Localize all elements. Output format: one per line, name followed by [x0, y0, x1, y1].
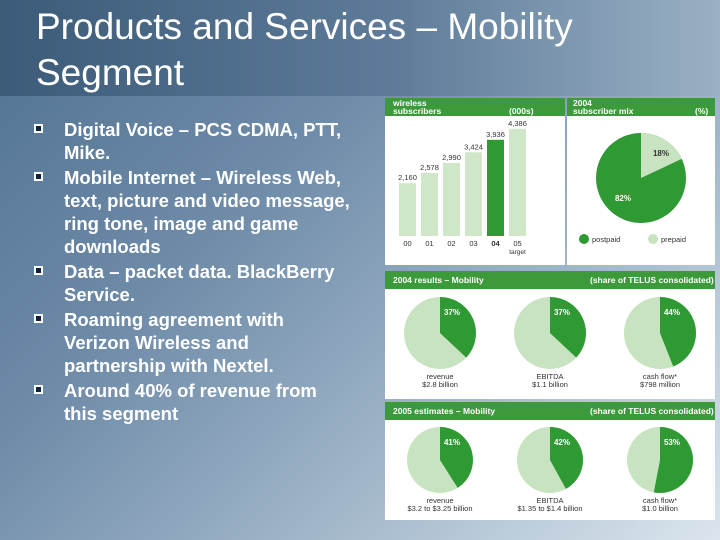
pie-name-label: cash flow* [643, 372, 677, 381]
pie-amount-label: $1.35 to $1.4 billion [517, 504, 582, 513]
pie-1-label: 42% [554, 438, 570, 447]
bullet-item: Digital Voice – PCS CDMA, PTT, Mike. [34, 118, 354, 164]
estimates-2005-panel: 2005 estimates – Mobility (share of TELU… [385, 402, 715, 520]
pie-name-label: EBITDA [536, 372, 563, 381]
bar-value-label: 3,424 [464, 142, 483, 151]
bullet-item: Data – packet data. BlackBerry Service. [34, 260, 354, 306]
pie-1-share [550, 297, 586, 358]
bullet-marker-icon [34, 266, 43, 275]
bullet-marker-icon [34, 385, 43, 394]
pie-0-share [440, 297, 476, 358]
pie-amount-label: $798 million [640, 380, 680, 389]
bar-category-label: 05 [513, 239, 521, 248]
subscribers-panel: wireless subscribers (000s) 2,160 00 2,578… [385, 98, 565, 265]
prepaid-legend-icon [648, 234, 658, 244]
pie-name-label: cash flow* [643, 496, 677, 505]
bar-target-note: target [509, 249, 526, 256]
bar-category-label: 00 [403, 239, 411, 248]
pie-amount-label: $1.1 billion [532, 380, 568, 389]
title-band [0, 0, 720, 96]
estimates-2005-pies: 41% revenue$3.2 to $3.25 billion 42% EBITDA… [407, 427, 693, 513]
bar-value-label: 4,386 [508, 119, 527, 128]
bullet-item: Around 40% of revenue from this segment [34, 379, 354, 425]
bar-05 [509, 128, 526, 236]
postpaid-value-label: 82% [615, 194, 631, 203]
bullet-list: Digital Voice – PCS CDMA, PTT, Mike. Mob… [34, 118, 354, 427]
subscribers-unit: (000s) [509, 106, 534, 116]
bullet-marker-icon [34, 172, 43, 181]
pie-0-label: 41% [444, 438, 460, 447]
prepaid-slice [641, 133, 682, 178]
bar-category-label: 04 [491, 239, 500, 248]
subscribers-title-2: subscribers [393, 106, 442, 116]
results-2004-note: (share of TELUS consolidated) [590, 275, 714, 285]
pie-name-label: EBITDA [536, 496, 563, 505]
pie-name-label: revenue [426, 496, 453, 505]
panel-header [385, 402, 715, 420]
pie-1-share [550, 427, 583, 489]
pie-amount-label: $2.8 billion [422, 380, 458, 389]
mix-title-2: subscriber mix [573, 106, 634, 116]
pie-2-label: 53% [664, 438, 680, 447]
bar-03 [465, 152, 482, 236]
subscriber-mix-panel: 2004 subscriber mix (%) 18% 82% postpaid pr… [567, 98, 715, 265]
bar-00 [399, 183, 416, 236]
bullet-item: Roaming agreement with Verizon Wireless … [34, 308, 354, 377]
bar-02 [443, 162, 460, 236]
pie-amount-label: $3.2 to $3.25 billion [407, 504, 472, 513]
pie-0-label: 37% [444, 308, 460, 317]
pie-amount-label: $1.0 billion [642, 504, 678, 513]
mix-title-1: 2004 [573, 98, 592, 108]
subscriber-mix-pie: 18% 82% postpaid prepaid [579, 133, 686, 244]
pie-name-label: revenue [426, 372, 453, 381]
panel-header [385, 271, 715, 289]
bullet-marker-icon [34, 314, 43, 323]
panel-header [567, 98, 715, 116]
subscribers-bar-chart: 2,160 00 2,578 01 2,990 02 3,424 03 3,936 04 4,386… [398, 119, 527, 256]
prepaid-legend-label: prepaid [661, 235, 686, 244]
slide-title: Products and Services – Mobility Segment [36, 4, 676, 96]
bar-04 [487, 139, 504, 236]
bar-value-label: 2,990 [442, 153, 461, 162]
mix-unit: (%) [695, 106, 709, 116]
pie-2-share [653, 427, 693, 493]
results-2004-pies: 37% revenue$2.8 billion 37% EBITDA$1.1 bill… [404, 297, 696, 389]
postpaid-legend-label: postpaid [592, 235, 620, 244]
pie-2-share [660, 297, 696, 367]
subscribers-title-1: wireless [393, 98, 427, 108]
title-line-1: Products and Services – Mobility [36, 6, 573, 47]
bar-value-label: 2,578 [420, 163, 439, 172]
bar-value-label: 3,936 [486, 130, 505, 139]
bar-category-label: 01 [425, 239, 433, 248]
title-line-2: Segment [36, 52, 185, 93]
bar-category-label: 02 [447, 239, 455, 248]
pie-1-label: 37% [554, 308, 570, 317]
postpaid-legend-icon [579, 234, 589, 244]
estimates-2005-title: 2005 estimates – Mobility [393, 406, 496, 416]
prepaid-value-label: 18% [653, 149, 669, 158]
bullet-marker-icon [34, 124, 43, 133]
bar-category-label: 03 [469, 239, 477, 248]
panel-header [385, 98, 565, 116]
bar-01 [421, 172, 438, 236]
estimates-2005-note: (share of TELUS consolidated) [590, 406, 714, 416]
results-2004-panel: 2004 results – Mobility (share of TELUS … [385, 271, 715, 399]
bullet-item: Mobile Internet – Wireless Web, text, pi… [34, 166, 354, 258]
pie-2-label: 44% [664, 308, 680, 317]
results-2004-title: 2004 results – Mobility [393, 275, 484, 285]
pie-0-share [440, 427, 473, 488]
bar-value-label: 2,160 [398, 173, 417, 182]
